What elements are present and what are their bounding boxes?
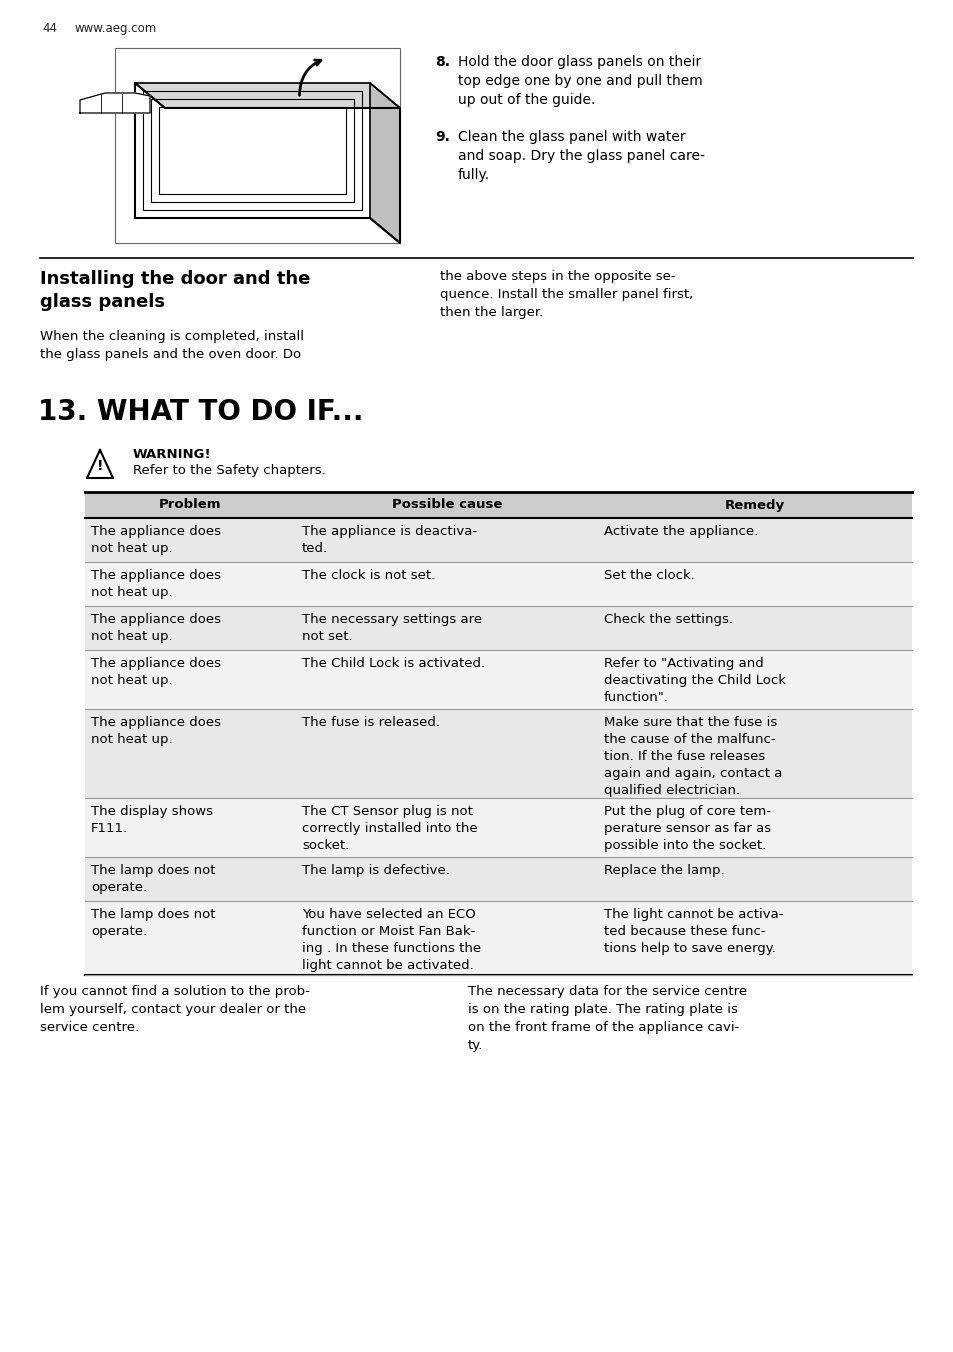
- Polygon shape: [80, 93, 150, 114]
- Text: 13. WHAT TO DO IF...: 13. WHAT TO DO IF...: [38, 397, 363, 426]
- Polygon shape: [135, 82, 399, 108]
- Text: Remedy: Remedy: [724, 499, 784, 511]
- Bar: [85, 518, 911, 562]
- Polygon shape: [370, 82, 399, 243]
- Text: Replace the lamp.: Replace the lamp.: [603, 864, 723, 877]
- Text: The appliance does
not heat up.: The appliance does not heat up.: [91, 525, 221, 556]
- Text: Activate the appliance.: Activate the appliance.: [603, 525, 758, 538]
- Text: The appliance does
not heat up.: The appliance does not heat up.: [91, 717, 221, 746]
- Bar: [85, 492, 911, 518]
- Text: 8.: 8.: [435, 55, 450, 69]
- Text: The fuse is released.: The fuse is released.: [301, 717, 439, 729]
- Text: 9.: 9.: [435, 130, 450, 145]
- Text: Check the settings.: Check the settings.: [603, 612, 732, 626]
- Text: The CT Sensor plug is not
correctly installed into the
socket.: The CT Sensor plug is not correctly inst…: [301, 804, 477, 852]
- Text: The necessary data for the service centre
is on the rating plate. The rating pla: The necessary data for the service centr…: [468, 986, 746, 1052]
- Text: The light cannot be activa-
ted because these func-
tions help to save energy.: The light cannot be activa- ted because …: [603, 909, 782, 955]
- Text: Put the plug of core tem-
perature sensor as far as
possible into the socket.: Put the plug of core tem- perature senso…: [603, 804, 770, 852]
- Text: The lamp is defective.: The lamp is defective.: [301, 864, 449, 877]
- Bar: [115, 49, 399, 243]
- Text: The Child Lock is activated.: The Child Lock is activated.: [301, 657, 484, 671]
- Text: WARNING!: WARNING!: [132, 448, 212, 461]
- Text: Refer to "Activating and
deactivating the Child Lock
function".: Refer to "Activating and deactivating th…: [603, 657, 785, 704]
- Text: The necessary settings are
not set.: The necessary settings are not set.: [301, 612, 481, 644]
- Text: The clock is not set.: The clock is not set.: [301, 569, 435, 581]
- Text: the above steps in the opposite se-
quence. Install the smaller panel first,
the: the above steps in the opposite se- quen…: [439, 270, 693, 319]
- Text: Hold the door glass panels on their
top edge one by one and pull them
up out of : Hold the door glass panels on their top …: [457, 55, 702, 107]
- Text: The lamp does not
operate.: The lamp does not operate.: [91, 864, 215, 894]
- Text: The appliance does
not heat up.: The appliance does not heat up.: [91, 569, 221, 599]
- Text: Problem: Problem: [159, 499, 221, 511]
- Bar: [85, 708, 911, 798]
- Text: If you cannot find a solution to the prob-
lem yourself, contact your dealer or : If you cannot find a solution to the pro…: [40, 986, 310, 1034]
- Text: Possible cause: Possible cause: [392, 499, 501, 511]
- Text: www.aeg.com: www.aeg.com: [75, 22, 157, 35]
- Text: The appliance does
not heat up.: The appliance does not heat up.: [91, 612, 221, 644]
- Bar: [85, 798, 911, 857]
- Text: Clean the glass panel with water
and soap. Dry the glass panel care-
fully.: Clean the glass panel with water and soa…: [457, 130, 704, 183]
- Bar: [85, 562, 911, 606]
- Text: You have selected an ECO
function or Moist Fan Bak-
ing . In these functions the: You have selected an ECO function or Moi…: [301, 909, 480, 972]
- Bar: [85, 900, 911, 975]
- Text: Set the clock.: Set the clock.: [603, 569, 694, 581]
- Text: The appliance is deactiva-
ted.: The appliance is deactiva- ted.: [301, 525, 476, 556]
- Text: The display shows
F111.: The display shows F111.: [91, 804, 213, 836]
- Text: Installing the door and the
glass panels: Installing the door and the glass panels: [40, 270, 310, 311]
- Polygon shape: [135, 82, 370, 218]
- Text: When the cleaning is completed, install
the glass panels and the oven door. Do: When the cleaning is completed, install …: [40, 330, 304, 361]
- Text: The lamp does not
operate.: The lamp does not operate.: [91, 909, 215, 938]
- Bar: [85, 857, 911, 900]
- Text: The appliance does
not heat up.: The appliance does not heat up.: [91, 657, 221, 687]
- Text: Refer to the Safety chapters.: Refer to the Safety chapters.: [132, 464, 325, 477]
- Text: Make sure that the fuse is
the cause of the malfunc-
tion. If the fuse releases
: Make sure that the fuse is the cause of …: [603, 717, 781, 796]
- Text: !: !: [96, 460, 103, 473]
- Bar: [85, 650, 911, 708]
- Bar: [85, 606, 911, 650]
- Text: 44: 44: [42, 22, 57, 35]
